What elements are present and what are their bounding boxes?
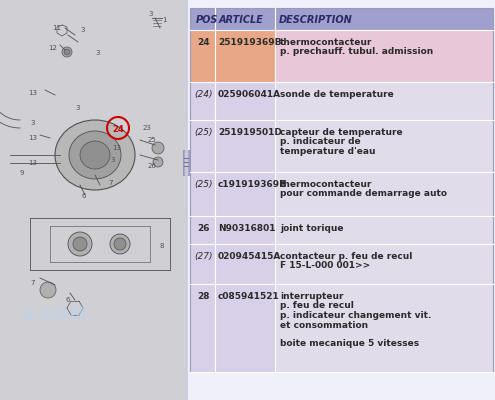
Text: 025906041A: 025906041A <box>218 90 281 99</box>
Text: 25: 25 <box>148 137 157 143</box>
Bar <box>0 0 185 400</box>
Circle shape <box>110 234 130 254</box>
Circle shape <box>40 282 56 298</box>
Ellipse shape <box>80 141 110 169</box>
Text: 13: 13 <box>28 90 37 96</box>
Text: 3: 3 <box>80 27 85 33</box>
Text: p. indicateur de: p. indicateur de <box>280 138 361 146</box>
Bar <box>190 372 493 400</box>
Text: joint torique: joint torique <box>280 224 344 233</box>
Text: S.COM: S.COM <box>22 306 88 324</box>
Text: 3: 3 <box>148 11 152 17</box>
Circle shape <box>152 142 164 154</box>
Text: 251919369B: 251919369B <box>218 38 282 47</box>
Text: (24): (24) <box>195 90 213 99</box>
Bar <box>190 120 275 172</box>
Text: DESCRIPTION: DESCRIPTION <box>279 15 353 25</box>
Text: 23: 23 <box>143 125 152 131</box>
Text: 13: 13 <box>112 145 121 151</box>
Text: 3: 3 <box>75 105 80 111</box>
Circle shape <box>73 237 87 251</box>
Text: pour commande demarrage auto: pour commande demarrage auto <box>280 190 447 198</box>
Text: 3: 3 <box>95 50 99 56</box>
Text: (27): (27) <box>195 252 213 261</box>
Bar <box>190 284 275 372</box>
Text: 1: 1 <box>162 17 166 23</box>
Text: thermocontacteur: thermocontacteur <box>280 180 372 189</box>
Bar <box>190 82 275 120</box>
Text: 13: 13 <box>28 160 37 166</box>
Bar <box>275 216 493 244</box>
Bar <box>275 82 493 120</box>
Text: 6: 6 <box>65 297 69 303</box>
Text: (25): (25) <box>195 128 213 137</box>
Bar <box>275 120 493 172</box>
Text: c191919369B: c191919369B <box>218 180 287 189</box>
Text: sonde de temperature: sonde de temperature <box>280 90 394 99</box>
Text: interrupteur: interrupteur <box>280 292 344 301</box>
Circle shape <box>114 238 126 250</box>
Text: 11: 11 <box>52 25 61 31</box>
Text: temperature d'eau: temperature d'eau <box>280 147 376 156</box>
Text: N90316801: N90316801 <box>218 224 276 233</box>
Text: 12: 12 <box>48 45 57 51</box>
Bar <box>190 8 493 372</box>
Text: 26: 26 <box>198 224 210 233</box>
Text: 28: 28 <box>198 292 210 301</box>
Text: (25): (25) <box>195 180 213 189</box>
Bar <box>190 216 275 244</box>
Text: F 15-L-000 001>>: F 15-L-000 001>> <box>280 262 370 270</box>
Circle shape <box>68 232 92 256</box>
Bar <box>275 30 493 82</box>
Bar <box>275 244 493 284</box>
Text: ARTICLE: ARTICLE <box>219 15 264 25</box>
Circle shape <box>62 47 72 57</box>
Text: thermocontacteur: thermocontacteur <box>280 38 372 47</box>
Text: 13: 13 <box>28 135 37 141</box>
Text: capteur de temperature: capteur de temperature <box>280 128 402 137</box>
Circle shape <box>64 49 70 55</box>
Text: 6: 6 <box>82 193 87 199</box>
Text: 9: 9 <box>20 170 24 176</box>
Bar <box>183 150 189 175</box>
Bar <box>190 172 275 216</box>
Bar <box>190 8 493 30</box>
Text: 3: 3 <box>110 157 114 163</box>
Bar <box>190 244 275 284</box>
Circle shape <box>153 157 163 167</box>
Text: p. prechauff. tubul. admission: p. prechauff. tubul. admission <box>280 48 433 56</box>
Text: 251919501D: 251919501D <box>218 128 282 137</box>
Text: p. feu de recul: p. feu de recul <box>280 302 354 310</box>
Text: 7: 7 <box>30 280 35 286</box>
Text: 26: 26 <box>148 163 157 169</box>
Bar <box>190 30 275 82</box>
Text: 24: 24 <box>112 124 124 134</box>
Text: 24: 24 <box>198 38 210 47</box>
Text: 7: 7 <box>108 180 112 186</box>
Text: POS: POS <box>196 15 218 25</box>
Bar <box>275 172 493 216</box>
Text: c085941521: c085941521 <box>218 292 280 301</box>
Text: 3: 3 <box>30 120 35 126</box>
Ellipse shape <box>69 131 121 179</box>
Text: p. indicateur changement vit.: p. indicateur changement vit. <box>280 311 431 320</box>
Text: 020945415A: 020945415A <box>218 252 281 261</box>
Text: contacteur p. feu de recul: contacteur p. feu de recul <box>280 252 412 261</box>
Text: et consommation: et consommation <box>280 320 368 330</box>
Text: 8: 8 <box>160 243 164 249</box>
Ellipse shape <box>55 120 135 190</box>
Text: boite mecanique 5 vitesses: boite mecanique 5 vitesses <box>280 340 419 348</box>
Bar <box>275 284 493 372</box>
